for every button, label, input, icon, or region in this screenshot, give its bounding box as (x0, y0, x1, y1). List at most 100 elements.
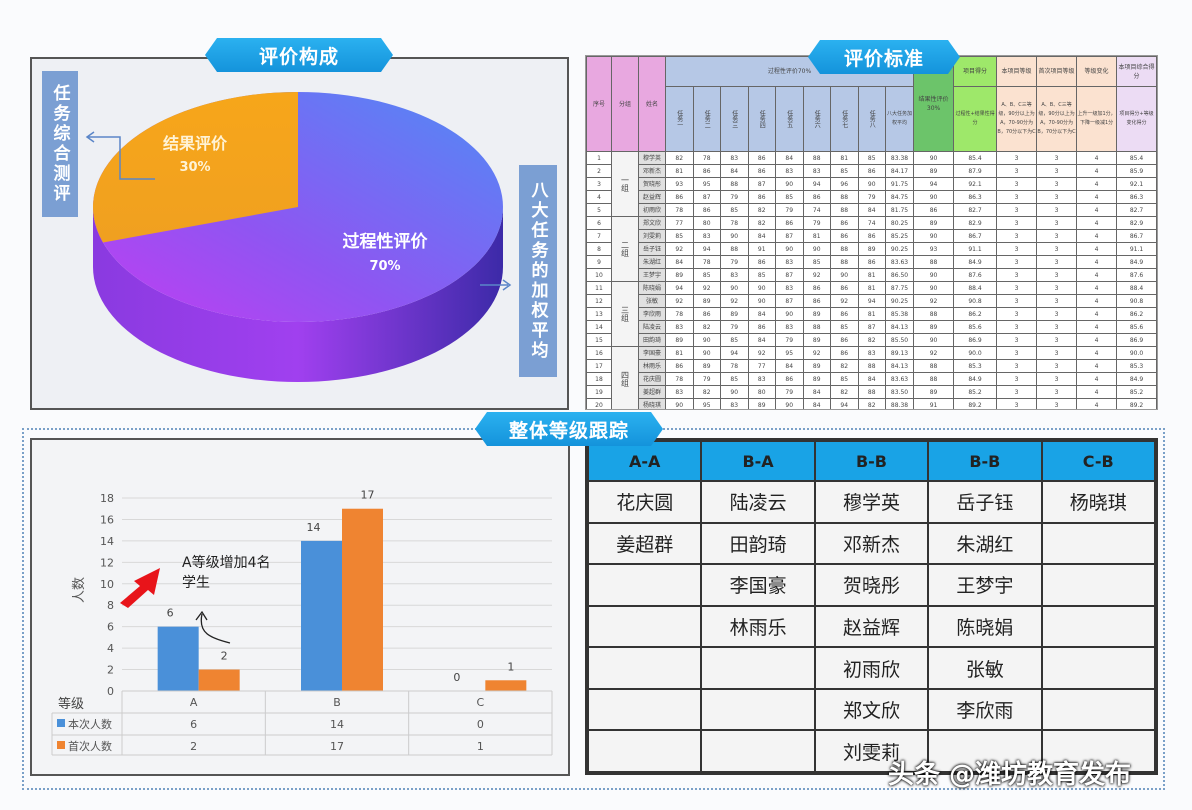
table-cell: 穆学英 (638, 151, 666, 165)
table-cell: 4 (586, 190, 612, 204)
table-cell: 88.4 (953, 281, 998, 295)
table-row: 1 一组 穆学英 82 78 83 86 84 88 81 85 83.38 90 85.4 3 3 4 85.4 (586, 151, 1157, 217)
table-cell: 83 (775, 281, 804, 295)
table-cell: 92 (665, 294, 694, 308)
table-cell: 89 (802, 359, 831, 373)
table-cell: 84 (802, 385, 831, 399)
table-cell: 89.2 (1116, 398, 1157, 409)
data-label: 1 (507, 660, 514, 673)
table-cell: 92 (802, 268, 831, 282)
y-tick-label: 14 (100, 535, 114, 548)
table-row: 16 四组 李国豪 81 90 94 92 95 92 86 83 89.13 92 90.0 3 3 4 90.… (586, 346, 1157, 409)
table-cell: 3 (996, 372, 1038, 386)
x-tick-label: C (476, 696, 484, 709)
table-cell: 3 (1036, 398, 1078, 409)
table-cell: 4 (1076, 164, 1118, 178)
table-cell: 田韵琦 (638, 333, 666, 347)
table-cell: 90 (913, 190, 955, 204)
table-cell: 91.1 (1116, 242, 1157, 256)
table-cell: 86 (775, 372, 804, 386)
student-name-cell (586, 646, 703, 690)
student-name-cell: 张敏 (927, 646, 1043, 690)
table-cell: 朱湖红 (638, 255, 666, 269)
table-cell: 83.50 (884, 385, 915, 399)
table-cell: 90 (692, 333, 721, 347)
table-cell: 86 (830, 333, 859, 347)
table-cell: 4 (1076, 307, 1118, 321)
table-cell: 82 (857, 333, 886, 347)
table-cell: 91 (747, 242, 776, 256)
table-cell: 85 (747, 268, 776, 282)
bar-chart-panel: 人数 0 2 4 6 8 10 12 14 16 18 6 2 14 17 0 1 A等级增加4名学生 等级 A… (30, 438, 570, 776)
table-cell: 93 (665, 177, 694, 191)
table-cell: 4 (1076, 255, 1118, 269)
table-cell: 89 (913, 164, 955, 178)
left-label: 任务综合测评 (42, 71, 78, 217)
table-cell: 89.2 (953, 398, 998, 409)
table-cell: 90 (913, 281, 955, 295)
table-cell: 83 (720, 151, 749, 165)
table-cell: 赵益辉 (638, 190, 666, 204)
data-label: 0 (453, 671, 460, 684)
table-row: 10 王梦宇 89 85 83 85 87 92 90 81 86.50 90 87.6 3 3 4 87.6 (586, 268, 1157, 282)
y-tick-label: 16 (100, 513, 114, 526)
table-cell: 86 (665, 359, 694, 373)
table-cell: 张敏 (638, 294, 666, 308)
grade-header: B-A (700, 440, 816, 482)
table-cell: 84 (775, 359, 804, 373)
table-cell: 3 (1036, 190, 1078, 204)
header-name: 姓名 (638, 56, 666, 152)
table-cell: 82 (857, 398, 886, 409)
table-cell: 82 (747, 216, 776, 230)
table-cell: 90 (692, 346, 721, 360)
table-cell: 77 (747, 359, 776, 373)
slice-label-result: 结果评价 (162, 134, 228, 153)
table-cell: 95 (775, 346, 804, 360)
table-cell: 90 (747, 294, 776, 308)
table-cell: 85 (857, 151, 886, 165)
bar-A-current (157, 626, 199, 691)
table-cell: 4 (1076, 385, 1118, 399)
table-cell: 79 (857, 190, 886, 204)
table-cell: 81 (857, 281, 886, 295)
table-cell: 86 (692, 164, 721, 178)
table-cell: 92 (692, 281, 721, 295)
table-cell: 88 (830, 255, 859, 269)
table-cell: 85 (720, 372, 749, 386)
table-cell: 4 (1076, 281, 1118, 295)
bar-C-first (485, 680, 527, 691)
table-cell: 86 (913, 203, 955, 217)
student-name-cell (1040, 646, 1157, 690)
table-cell: 15 (586, 333, 612, 347)
table-cell: 86 (747, 255, 776, 269)
table-cell: 85 (830, 164, 859, 178)
table-cell: 90.8 (953, 294, 998, 308)
table-cell: 3 (996, 177, 1038, 191)
table-cell: 81 (857, 268, 886, 282)
table-cell: 4 (1076, 216, 1118, 230)
table-cell: 3 (1036, 164, 1078, 178)
header-task: 任务一 (665, 86, 694, 152)
header-final-top: 本项目综合得分 (1116, 56, 1157, 87)
table-cell: 3 (996, 398, 1038, 409)
table-cell: 83 (720, 268, 749, 282)
student-name-cell (1040, 604, 1157, 649)
table-row: 6 二组 郑文欣 77 80 78 82 86 79 86 74 80.25 89 82.9 3 3 4 82.9 (586, 216, 1157, 282)
table-cell: 90 (720, 281, 749, 295)
category-header: 等级 (58, 696, 84, 712)
table-cell: 90 (775, 177, 804, 191)
table-cell: 王梦宇 (638, 268, 666, 282)
student-name-cell: 姜超群 (586, 521, 703, 566)
table-cell: 84.9 (1116, 255, 1157, 269)
table-cell: 83 (665, 385, 694, 399)
table-row: 7 刘雯莉 85 83 90 84 87 81 86 86 85.25 90 86.7 3 3 4 86.7 (586, 229, 1157, 243)
bar-B-first (342, 508, 383, 691)
table-cell: 3 (996, 216, 1038, 230)
table-cell: 85.2 (1116, 385, 1157, 399)
table-cell: 81.75 (884, 203, 915, 217)
table-cell: 10 (586, 268, 612, 282)
table-cell: 84 (747, 229, 776, 243)
table-cell: 86 (830, 281, 859, 295)
student-name-cell: 陈晓娟 (927, 604, 1043, 649)
table-cell: 84.13 (884, 359, 915, 373)
